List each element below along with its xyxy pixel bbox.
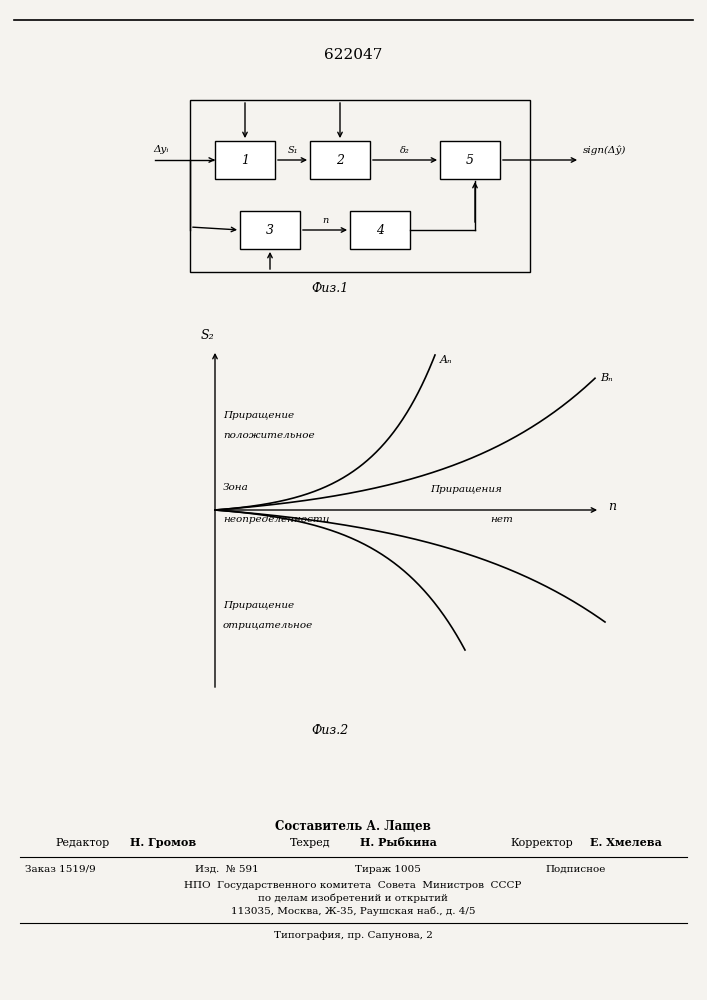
- Bar: [350, 211, 410, 249]
- Text: по делам изобретений и открытий: по делам изобретений и открытий: [258, 893, 448, 903]
- Bar: [190, 100, 530, 272]
- Text: n: n: [322, 216, 328, 225]
- Text: S₁: S₁: [287, 146, 298, 155]
- Text: n: n: [608, 500, 616, 514]
- Text: положительное: положительное: [223, 430, 315, 440]
- Bar: [215, 141, 275, 179]
- Text: Δyᵢ: Δyᵢ: [153, 145, 168, 154]
- Text: Приращение: Приращение: [223, 410, 294, 420]
- Bar: [440, 141, 500, 179]
- Text: отрицательное: отрицательное: [223, 620, 313, 630]
- Text: Зона: Зона: [223, 483, 249, 492]
- Text: S₂: S₂: [200, 329, 214, 342]
- Text: Физ.1: Физ.1: [311, 282, 349, 294]
- Text: 1: 1: [241, 153, 249, 166]
- Text: Тираж 1005: Тираж 1005: [355, 864, 421, 874]
- Text: Приращения: Приращения: [430, 485, 502, 494]
- Text: sign(Δŷ): sign(Δŷ): [583, 145, 626, 155]
- Text: НПО  Государственного комитета  Совета  Министров  СССР: НПО Государственного комитета Совета Мин…: [185, 880, 522, 890]
- Text: Редактор: Редактор: [55, 838, 110, 848]
- Text: Bₙ: Bₙ: [600, 373, 613, 383]
- Text: 3: 3: [266, 224, 274, 236]
- Bar: [310, 141, 370, 179]
- Text: Приращение: Приращение: [223, 600, 294, 609]
- Text: Составитель А. Лащев: Составитель А. Лащев: [275, 820, 431, 834]
- Text: Изд.  № 591: Изд. № 591: [195, 864, 259, 874]
- Text: 622047: 622047: [324, 48, 382, 62]
- Text: 113035, Москва, Ж-35, Раушская наб., д. 4/5: 113035, Москва, Ж-35, Раушская наб., д. …: [230, 906, 475, 916]
- Text: нет: нет: [490, 515, 513, 524]
- Text: Е. Хмелева: Е. Хмелева: [590, 838, 662, 848]
- Text: 5: 5: [466, 153, 474, 166]
- Text: 4: 4: [376, 224, 384, 236]
- Text: Техред: Техред: [290, 838, 331, 848]
- Text: δ₂: δ₂: [400, 146, 410, 155]
- Text: Заказ 1519/9: Заказ 1519/9: [25, 864, 95, 874]
- Text: Подписное: Подписное: [545, 864, 605, 874]
- Text: Н. Рыбкина: Н. Рыбкина: [360, 838, 437, 848]
- Text: Физ.2: Физ.2: [311, 724, 349, 736]
- Text: неопределенности: неопределенности: [223, 515, 329, 524]
- Text: Типография, пр. Сапунова, 2: Типография, пр. Сапунова, 2: [274, 932, 433, 940]
- Text: Aₙ: Aₙ: [440, 355, 452, 365]
- Text: 2: 2: [336, 153, 344, 166]
- Text: Н. Громов: Н. Громов: [130, 838, 197, 848]
- Bar: [240, 211, 300, 249]
- Text: Корректор: Корректор: [510, 838, 573, 848]
